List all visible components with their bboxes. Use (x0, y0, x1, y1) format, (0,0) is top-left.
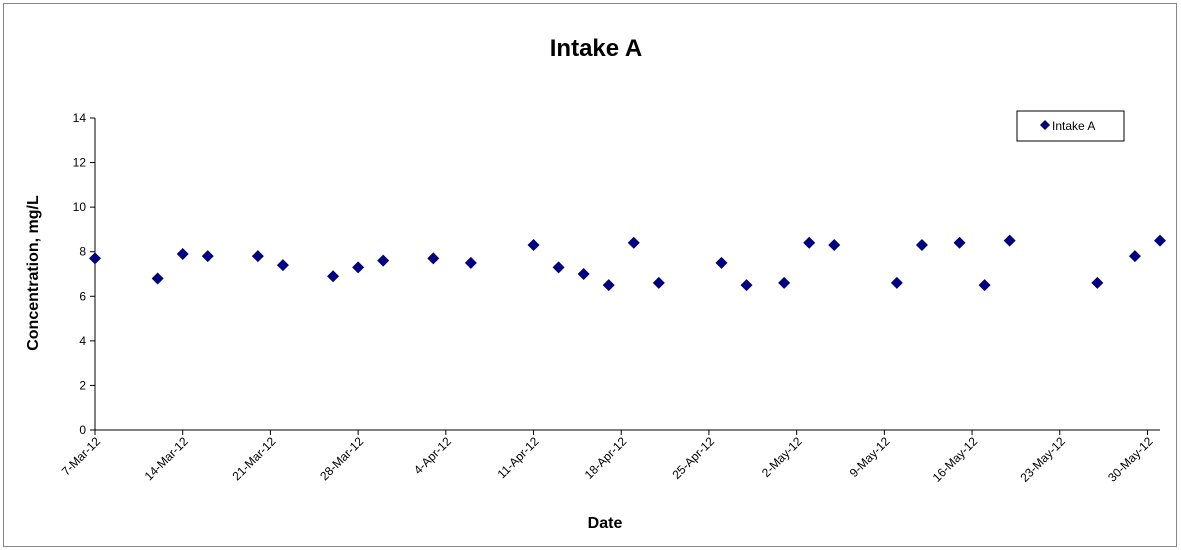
y-axis: 0 2 4 6 8 10 12 14 (73, 111, 96, 437)
legend: Intake A (1016, 110, 1125, 142)
y-tick-label: 0 (79, 423, 86, 437)
x-tick-label: 28-Mar-12 (317, 434, 366, 483)
data-point (778, 276, 791, 289)
data-point (527, 239, 540, 252)
data-point (715, 256, 728, 269)
data-point (89, 252, 101, 265)
data-point (890, 276, 903, 289)
data-point (602, 279, 615, 292)
y-tick-label: 6 (79, 289, 86, 303)
chart-frame (3, 3, 1177, 547)
x-tick-label: 9-May-12 (847, 434, 893, 480)
data-point (201, 250, 214, 263)
data-point (1128, 250, 1141, 263)
y-tick-label: 12 (73, 156, 87, 170)
data-point (552, 261, 565, 274)
x-tick-label: 4-Apr-12 (411, 434, 454, 477)
data-point (1003, 234, 1016, 247)
data-point (276, 259, 289, 272)
data-point (953, 236, 966, 249)
y-axis-title: Concentration, mg/L (25, 195, 42, 351)
legend-box (1016, 110, 1125, 142)
x-tick-label: 16-May-12 (930, 434, 981, 485)
data-point (627, 236, 640, 249)
data-point (915, 239, 928, 252)
data-point (803, 236, 816, 249)
data-point (577, 268, 590, 280)
y-tick-label: 2 (79, 378, 86, 392)
legend-marker-diamond (1040, 120, 1050, 130)
data-points (89, 234, 1166, 292)
chart-title: Intake A (550, 35, 642, 62)
x-axis: 7-Mar-12 14-Mar-12 21-Mar-12 28-Mar-12 4-Apr… (59, 429, 1160, 485)
y-tick-label: 10 (73, 200, 87, 214)
data-point (464, 256, 477, 269)
x-tick-label: 7-Mar-12 (59, 434, 104, 479)
data-point (251, 250, 264, 263)
x-tick-label: 14-Mar-12 (142, 434, 191, 483)
data-point (828, 239, 841, 252)
data-point (176, 247, 189, 260)
data-point (427, 252, 440, 265)
y-tick-label: 4 (79, 334, 86, 348)
x-tick-label: 11-Apr-12 (495, 434, 542, 481)
x-tick-label: 25-Apr-12 (669, 434, 717, 482)
legend-label: Intake A (1052, 119, 1095, 133)
data-point (151, 272, 164, 285)
x-tick-label: 23-May-12 (1017, 434, 1068, 485)
y-tick-label: 8 (79, 245, 86, 259)
data-point (377, 254, 390, 267)
data-point (652, 276, 665, 289)
x-tick-label: 21-Mar-12 (229, 434, 278, 483)
data-point (327, 270, 340, 283)
x-tick-label: 18-Apr-12 (582, 434, 630, 482)
data-point (352, 261, 365, 274)
y-tick-label: 14 (73, 111, 87, 125)
data-point (1091, 276, 1104, 289)
data-point (740, 279, 753, 292)
x-axis-title: Date (588, 515, 623, 532)
data-point (978, 279, 991, 292)
data-point (1154, 234, 1166, 247)
x-tick-label: 30-May-12 (1105, 434, 1156, 485)
x-tick-label: 2-May-12 (759, 434, 805, 480)
